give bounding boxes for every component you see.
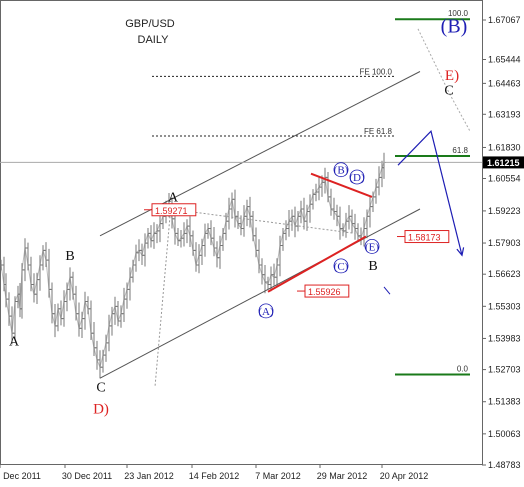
channel-lower xyxy=(99,208,421,379)
y-axis: 1.67067 1.65444 1.64463 1.63193 1.61830 1.605… xyxy=(482,15,524,470)
y-tick-label: 1.53983 xyxy=(488,333,521,343)
retrace-1000-label: 100.0 xyxy=(448,9,469,18)
y-tick-label: 1.65444 xyxy=(488,55,521,65)
x-tick-label: 20 Apr 2012 xyxy=(380,471,429,481)
wave-label: (C) xyxy=(334,261,349,273)
y-tick-label: 1.59223 xyxy=(488,206,521,216)
y-tick-label: 1.67067 xyxy=(488,15,521,25)
wave-label-circle xyxy=(258,303,274,319)
x-tick-label: 23 Jan 2012 xyxy=(124,471,174,481)
wave-label: B xyxy=(65,249,74,264)
y-tick-label: 1.61830 xyxy=(488,142,521,152)
y-tick-label: 1.57903 xyxy=(488,238,521,248)
projection-path xyxy=(397,130,463,256)
y-tick-label: 1.64463 xyxy=(488,78,521,88)
chart-title-line-2: DAILY xyxy=(138,34,170,46)
y-tick-label: 1.52703 xyxy=(488,365,521,375)
price-path-line xyxy=(0,162,385,369)
level-15817-box xyxy=(404,230,450,244)
wave-label-circle xyxy=(333,258,349,274)
level-15593-label: 1.55926 xyxy=(308,287,341,297)
wave-label: A xyxy=(9,334,20,349)
diagonal-dotted-line xyxy=(154,216,171,387)
wave-label-circle xyxy=(364,238,380,254)
wave-label: C xyxy=(444,84,453,99)
fe618-level-label: FE 61.8 xyxy=(364,127,393,136)
wave-label: B xyxy=(368,259,377,274)
wave-label: (B) xyxy=(441,16,468,38)
level-15593-box xyxy=(304,284,350,298)
wave-label: C xyxy=(96,381,105,396)
triangle-upper xyxy=(310,172,373,198)
fe100-level-label: FE 100.0 xyxy=(360,67,393,76)
projection-arrowhead xyxy=(456,247,465,257)
y-tick-label: 1.50063 xyxy=(488,429,521,439)
x-axis: Dec 2011 30 Dec 2011 23 Jan 2012 14 Feb 201… xyxy=(0,464,428,481)
y-tick-label: 1.48783 xyxy=(488,460,521,470)
y-tick-label: 1.56623 xyxy=(488,269,521,279)
wave-label: (A) xyxy=(258,306,274,318)
wave-label: E) xyxy=(445,68,459,84)
wave-label: A xyxy=(168,191,179,206)
retrace-0-label: 0.0 xyxy=(457,365,469,374)
triangle-lower xyxy=(267,235,367,293)
overlay-lines: FE 100.0 FE 61.8 100.0 61.8 0.0 1.59271 1.5817… xyxy=(0,9,482,387)
y-tick-label: 1.63193 xyxy=(488,109,521,119)
level-15817-label: 1.58173 xyxy=(408,233,441,243)
x-tick-label: 14 Feb 2012 xyxy=(189,471,240,481)
x-tick-label: 30 Dec 2011 xyxy=(62,471,112,481)
y-tick-label: 1.60554 xyxy=(488,174,521,184)
current-price-box xyxy=(483,156,524,169)
wave-label: (B) xyxy=(334,165,349,177)
current-price-label: 1.61215 xyxy=(487,158,520,168)
retrace-618-label: 61.8 xyxy=(452,146,468,155)
y-tick-label: 1.51383 xyxy=(488,397,521,407)
wave-label: (E) xyxy=(365,241,379,253)
chart-title-line-1: GBP/USD xyxy=(125,18,175,30)
wave-label-circle xyxy=(349,169,365,185)
wave-label-circle xyxy=(333,162,349,178)
x-tick-label: Dec 2011 xyxy=(3,471,41,481)
y-tick-label: 1.55303 xyxy=(488,301,521,311)
level-15927-box xyxy=(151,203,197,217)
wave-label: D) xyxy=(93,402,109,418)
extension-dotted-line xyxy=(417,28,471,132)
wave-label: (D) xyxy=(349,172,365,184)
x-tick-label: 7 Mar 2012 xyxy=(255,471,301,481)
level-15927-label: 1.59271 xyxy=(155,206,188,216)
projection-tail xyxy=(383,286,391,295)
x-tick-label: 29 Mar 2012 xyxy=(317,471,368,481)
